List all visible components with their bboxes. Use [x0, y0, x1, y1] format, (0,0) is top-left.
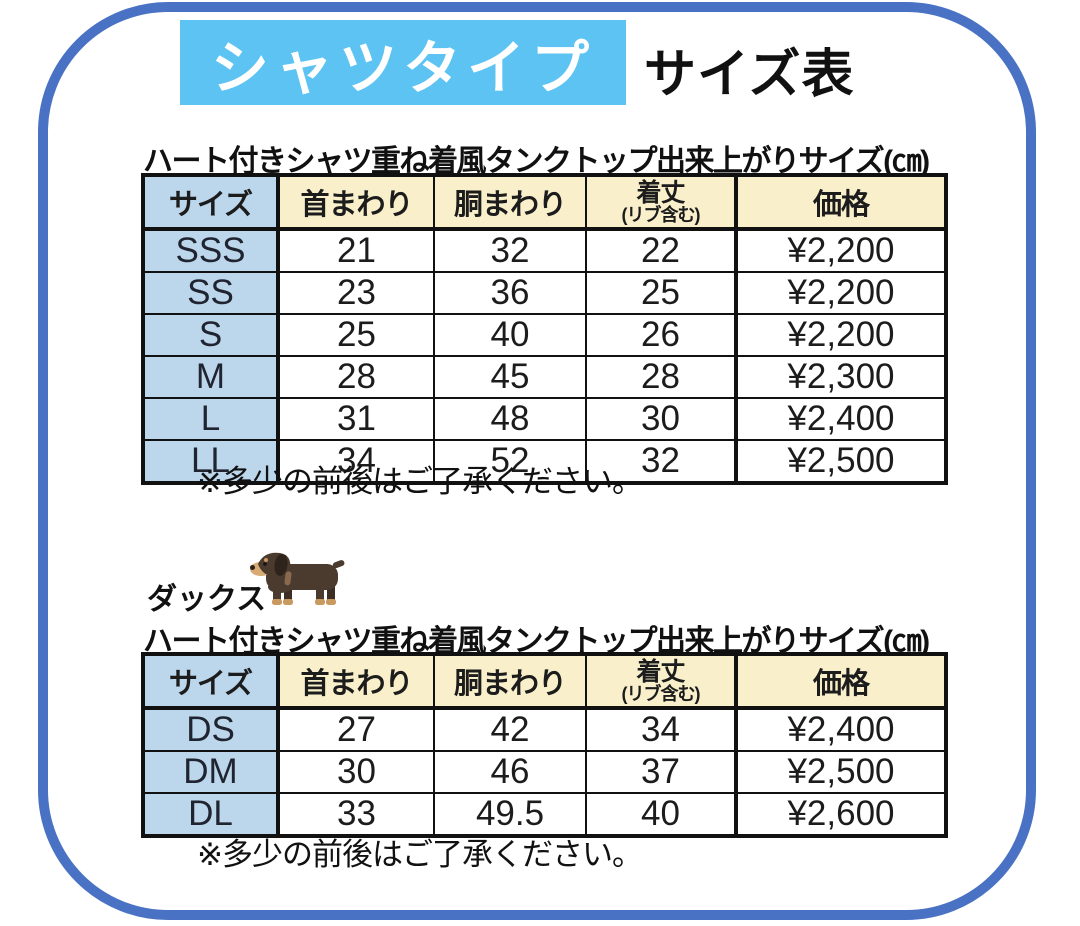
table-row: DM 30 46 37 ¥2,500 — [142, 750, 947, 794]
table-row: M 28 45 28 ¥2,300 — [142, 355, 947, 399]
header-size: サイズ — [142, 653, 280, 710]
table-row: L 31 48 30 ¥2,400 — [142, 397, 947, 441]
cell-girth: 48 — [433, 397, 587, 441]
cell-length: 40 — [585, 792, 737, 837]
cell-length: 25 — [585, 271, 737, 315]
cell-price: ¥2,500 — [734, 439, 947, 484]
cell-neck: 30 — [277, 750, 435, 794]
cell-girth: 32 — [433, 228, 587, 273]
cell-length: 34 — [585, 707, 737, 752]
cell-price: ¥2,400 — [734, 397, 947, 441]
page-title: サイズ表 — [644, 46, 855, 104]
cell-girth: 36 — [433, 271, 587, 315]
header-girth: 胴まわり — [433, 653, 587, 710]
dachshund-icon — [250, 552, 345, 605]
size-table-1-caption: ハート付きシャツ重ね着風タンクトップ出来上がりサイズ(㎝) — [143, 145, 930, 178]
cell-size: DL — [142, 792, 280, 837]
cell-size: SSS — [142, 228, 280, 273]
cell-girth: 52 — [433, 439, 587, 484]
cell-length: 30 — [585, 397, 737, 441]
cell-girth: 45 — [433, 355, 587, 399]
table-row: DS 27 42 34 ¥2,400 — [142, 707, 947, 752]
header-length-line1: 着丈 — [636, 178, 685, 207]
header-length-line2: (リブ含む) — [621, 683, 701, 704]
cell-neck: 27 — [277, 707, 435, 752]
header-neck: 首まわり — [277, 174, 435, 231]
table-row: SSS 21 32 22 ¥2,200 — [142, 228, 947, 273]
size-table-dachshund: サイズ 首まわり 胴まわり 着丈 (リブ含む) 価格 DS 27 42 34 ¥… — [141, 652, 948, 838]
cell-size: DM — [142, 750, 280, 794]
cell-girth: 49.5 — [433, 792, 587, 837]
header-length-line1: 着丈 — [636, 657, 685, 686]
cell-price: ¥2,200 — [734, 228, 947, 273]
cell-price: ¥2,400 — [734, 707, 947, 752]
title-banner: シャツタイプ — [180, 20, 626, 105]
cell-length: 22 — [585, 228, 737, 273]
table-row: SS 23 36 25 ¥2,200 — [142, 271, 947, 315]
header-length: 着丈 (リブ含む) — [585, 653, 737, 710]
cell-size: M — [142, 355, 280, 399]
cell-neck: 25 — [277, 313, 435, 357]
cell-size: L — [142, 397, 280, 441]
cell-girth: 46 — [433, 750, 587, 794]
table-row: S 25 40 26 ¥2,200 — [142, 313, 947, 357]
size-table-regular: サイズ 首まわり 胴まわり 着丈 (リブ含む) 価格 SSS 21 32 22 … — [141, 173, 948, 485]
cell-price: ¥2,200 — [734, 313, 947, 357]
table-row: DL 33 49.5 40 ¥2,600 — [142, 792, 947, 837]
cell-neck: 21 — [277, 228, 435, 273]
cell-price: ¥2,200 — [734, 271, 947, 315]
cell-size: DS — [142, 707, 280, 752]
cell-size: SS — [142, 271, 280, 315]
cell-price: ¥2,600 — [734, 792, 947, 837]
cell-neck: 23 — [277, 271, 435, 315]
dachshund-label: ダックス — [147, 583, 267, 616]
cell-neck: 33 — [277, 792, 435, 837]
cell-neck: 31 — [277, 397, 435, 441]
cell-size: S — [142, 313, 280, 357]
header-length-line2: (リブ含む) — [621, 204, 701, 225]
header-size: サイズ — [142, 174, 280, 231]
cell-length: 37 — [585, 750, 737, 794]
cell-length: 32 — [585, 439, 737, 484]
size-table-2-note: ※多少の前後はご了承ください。 — [197, 837, 643, 872]
cell-girth: 42 — [433, 707, 587, 752]
header-row: サイズ 首まわり 胴まわり 着丈 (リブ含む) 価格 — [142, 653, 947, 710]
cell-size: LL — [142, 439, 280, 484]
cell-price: ¥2,300 — [734, 355, 947, 399]
cell-neck: 34 — [277, 439, 435, 484]
cell-neck: 28 — [277, 355, 435, 399]
title-banner-text: シャツタイプ — [210, 35, 595, 101]
header-girth: 胴まわり — [433, 174, 587, 231]
header-neck: 首まわり — [277, 653, 435, 710]
header-row: サイズ 首まわり 胴まわり 着丈 (リブ含む) 価格 — [142, 174, 947, 231]
header-price: 価格 — [734, 174, 947, 231]
cell-price: ¥2,500 — [734, 750, 947, 794]
header-length: 着丈 (リブ含む) — [585, 174, 737, 231]
cell-length: 26 — [585, 313, 737, 357]
cell-girth: 40 — [433, 313, 587, 357]
cell-length: 28 — [585, 355, 737, 399]
size-table-1-note: ※多少の前後はご了承ください。 — [197, 464, 643, 499]
header-price: 価格 — [734, 653, 947, 710]
table-row: LL 34 52 32 ¥2,500 — [142, 439, 947, 484]
